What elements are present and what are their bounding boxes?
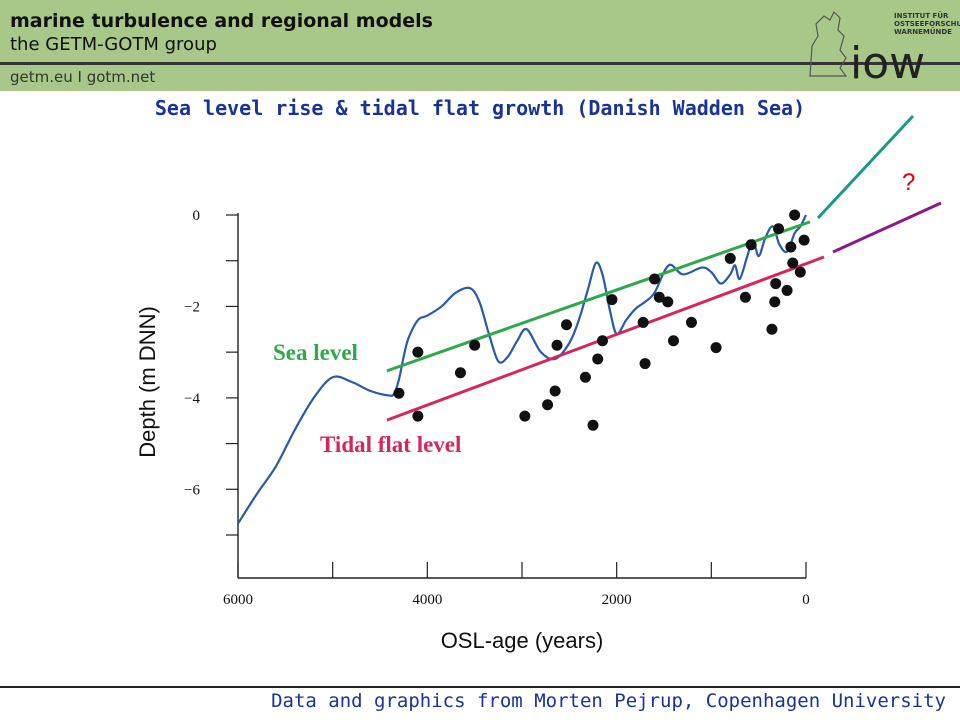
footer-bar: Data and graphics from Morten Pejrup, Co… [0, 686, 960, 722]
data-point [667, 335, 679, 347]
iow-logo-graphic: iow [809, 10, 925, 89]
data-point [739, 291, 751, 303]
data-point [662, 296, 674, 308]
x-tick-label: 4000 [412, 592, 442, 608]
data-point [412, 346, 424, 358]
header-subtitle: the GETM-GOTM group [10, 34, 217, 55]
data-point [592, 353, 604, 365]
data-point [560, 319, 572, 331]
data-point [579, 371, 591, 383]
depth-age-chart: 0 −2 −4 −6 6000 4000 2000 0 OSL-age (years) Dept… [135, 114, 942, 653]
data-point [412, 410, 424, 422]
iow-logo: iow INSTITUT FÜR OSTSEEFORSCHUNG WARNEMÜ… [800, 6, 960, 89]
data-point [587, 419, 599, 431]
data-point [637, 316, 649, 328]
header-divider [0, 62, 960, 65]
data-point [773, 223, 785, 235]
sea-level-projection [816, 114, 915, 220]
footer-credit: Data and graphics from Morten Pejrup, Co… [271, 690, 946, 712]
data-point [606, 294, 618, 306]
data-point [549, 385, 561, 397]
data-point [798, 234, 810, 246]
sea-level-trend-line [386, 220, 811, 373]
data-point [596, 335, 608, 347]
slide-title: Sea level rise & tidal flat growth (Dani… [154, 96, 806, 120]
chart-labels: OSL-age (years) Depth (m DNN) Sea level Tid… [135, 169, 915, 653]
data-point [787, 257, 799, 269]
data-point [469, 339, 481, 351]
data-point [653, 291, 665, 303]
logo-caption-3: WARNEMÜNDE [894, 28, 952, 36]
y-tick-label: −6 [184, 482, 200, 498]
chart-axes [237, 213, 806, 579]
y-tick-label: −4 [184, 391, 200, 407]
data-point [393, 387, 405, 399]
data-point [551, 339, 563, 351]
data-point [745, 239, 757, 251]
data-point [542, 399, 554, 411]
y-axis-title: Depth (m DNN) [135, 306, 160, 458]
x-tick-label: 2000 [602, 592, 632, 608]
sea-level-label: Sea level [273, 340, 358, 365]
x-tick-label: 6000 [223, 592, 253, 608]
data-point [785, 241, 797, 253]
question-mark: ? [902, 169, 915, 196]
header-bar: marine turbulence and regional models th… [0, 0, 960, 62]
data-point [710, 342, 722, 354]
chart-series [237, 114, 942, 525]
data-point [454, 367, 466, 379]
data-point [649, 273, 661, 285]
tidal-flat-label: Tidal flat level [320, 432, 461, 457]
data-point [794, 266, 806, 278]
data-point [519, 410, 531, 422]
chart-points [393, 209, 810, 431]
data-point [781, 284, 793, 296]
iow-wordmark: iow [850, 38, 925, 82]
logo-caption-1: INSTITUT FÜR [894, 12, 949, 20]
data-point [769, 296, 781, 308]
header-title: marine turbulence and regional models [10, 10, 433, 32]
data-point [724, 252, 736, 264]
data-point [766, 323, 778, 335]
header-links[interactable]: getm.eu I gotm.net [10, 68, 156, 86]
y-tick-label: 0 [193, 208, 201, 224]
x-axis-title: OSL-age (years) [441, 628, 604, 653]
data-point [770, 278, 782, 290]
x-tick-label: 0 [802, 592, 810, 608]
data-point [639, 358, 651, 370]
chart-ticks: 0 −2 −4 −6 6000 4000 2000 0 [184, 208, 810, 608]
logo-caption-2: OSTSEEFORSCHUNG [894, 20, 960, 28]
tidal-flat-projection [832, 201, 942, 254]
y-tick-label: −2 [184, 299, 200, 315]
subheader-bar: getm.eu I gotm.net [0, 65, 960, 91]
data-point [789, 209, 801, 221]
data-point [685, 316, 697, 328]
